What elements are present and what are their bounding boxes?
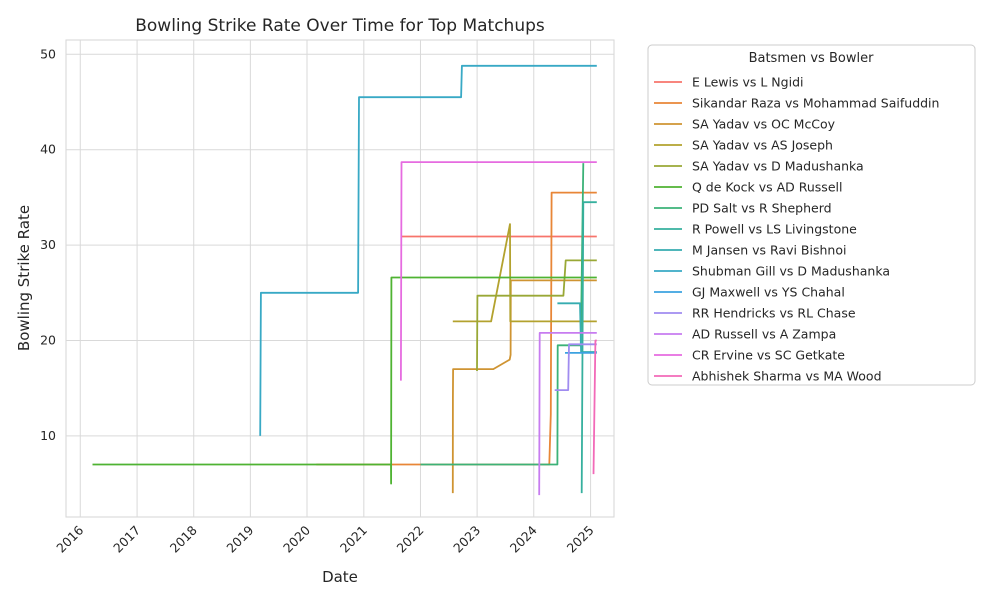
grid bbox=[66, 40, 614, 517]
series-line-1 bbox=[316, 191, 597, 466]
legend-label: CR Ervine vs SC Getkate bbox=[692, 348, 845, 363]
legend-label: Q de Kock vs AD Russell bbox=[692, 180, 842, 195]
series-line-7 bbox=[580, 201, 597, 494]
chart-title: Bowling Strike Rate Over Time for Top Ma… bbox=[135, 16, 545, 36]
plot-area bbox=[65, 39, 615, 518]
legend-label: AD Russell vs A Zampa bbox=[692, 327, 836, 342]
series-line-14 bbox=[592, 339, 597, 475]
y-tick-label: 50 bbox=[40, 46, 56, 61]
y-tick-label: 40 bbox=[40, 142, 56, 157]
legend-label: M Jansen vs Ravi Bishnoi bbox=[692, 243, 846, 258]
legend-label: Abhishek Sharma vs MA Wood bbox=[692, 369, 882, 384]
legend-label: SA Yadav vs OC McCoy bbox=[692, 117, 836, 132]
legend-label: PD Salt vs R Shepherd bbox=[692, 201, 832, 216]
legend-label: E Lewis vs L Ngidi bbox=[692, 75, 803, 90]
series-line-4 bbox=[476, 259, 597, 372]
legend-label: SA Yadav vs D Madushanka bbox=[692, 159, 864, 174]
legend-items: E Lewis vs L Ngidi Sikandar Raza vs Moham… bbox=[654, 75, 939, 384]
legend-label: Shubman Gill vs D Madushanka bbox=[692, 264, 890, 279]
series-line-5 bbox=[92, 276, 597, 485]
legend: Batsmen vs Bowler E Lewis vs L Ngidi Sika… bbox=[647, 44, 976, 386]
series-lines bbox=[92, 64, 597, 496]
legend-label: Sikandar Raza vs Mohammad Saifuddin bbox=[692, 96, 939, 111]
series-line-9 bbox=[259, 64, 597, 436]
series-line-13 bbox=[399, 161, 597, 381]
legend-frame bbox=[647, 44, 976, 386]
x-axis-label: Date bbox=[322, 568, 358, 586]
legend-label: RR Hendricks vs RL Chase bbox=[692, 306, 856, 321]
series-line-6 bbox=[420, 163, 585, 466]
series-line-11 bbox=[554, 343, 597, 392]
y-tick-label: 30 bbox=[40, 237, 56, 252]
y-tick-label: 10 bbox=[40, 428, 56, 443]
series-line-3 bbox=[452, 223, 597, 323]
series-line-12 bbox=[538, 331, 597, 496]
y-tick-label: 20 bbox=[40, 333, 56, 348]
legend-title: Batsmen vs Bowler bbox=[749, 51, 875, 66]
y-axis-label: Bowling Strike Rate bbox=[15, 205, 33, 351]
legend-label: SA Yadav vs AS Joseph bbox=[692, 138, 833, 153]
legend-label: R Powell vs LS Livingstone bbox=[692, 222, 857, 237]
legend-label: GJ Maxwell vs YS Chahal bbox=[692, 285, 845, 300]
